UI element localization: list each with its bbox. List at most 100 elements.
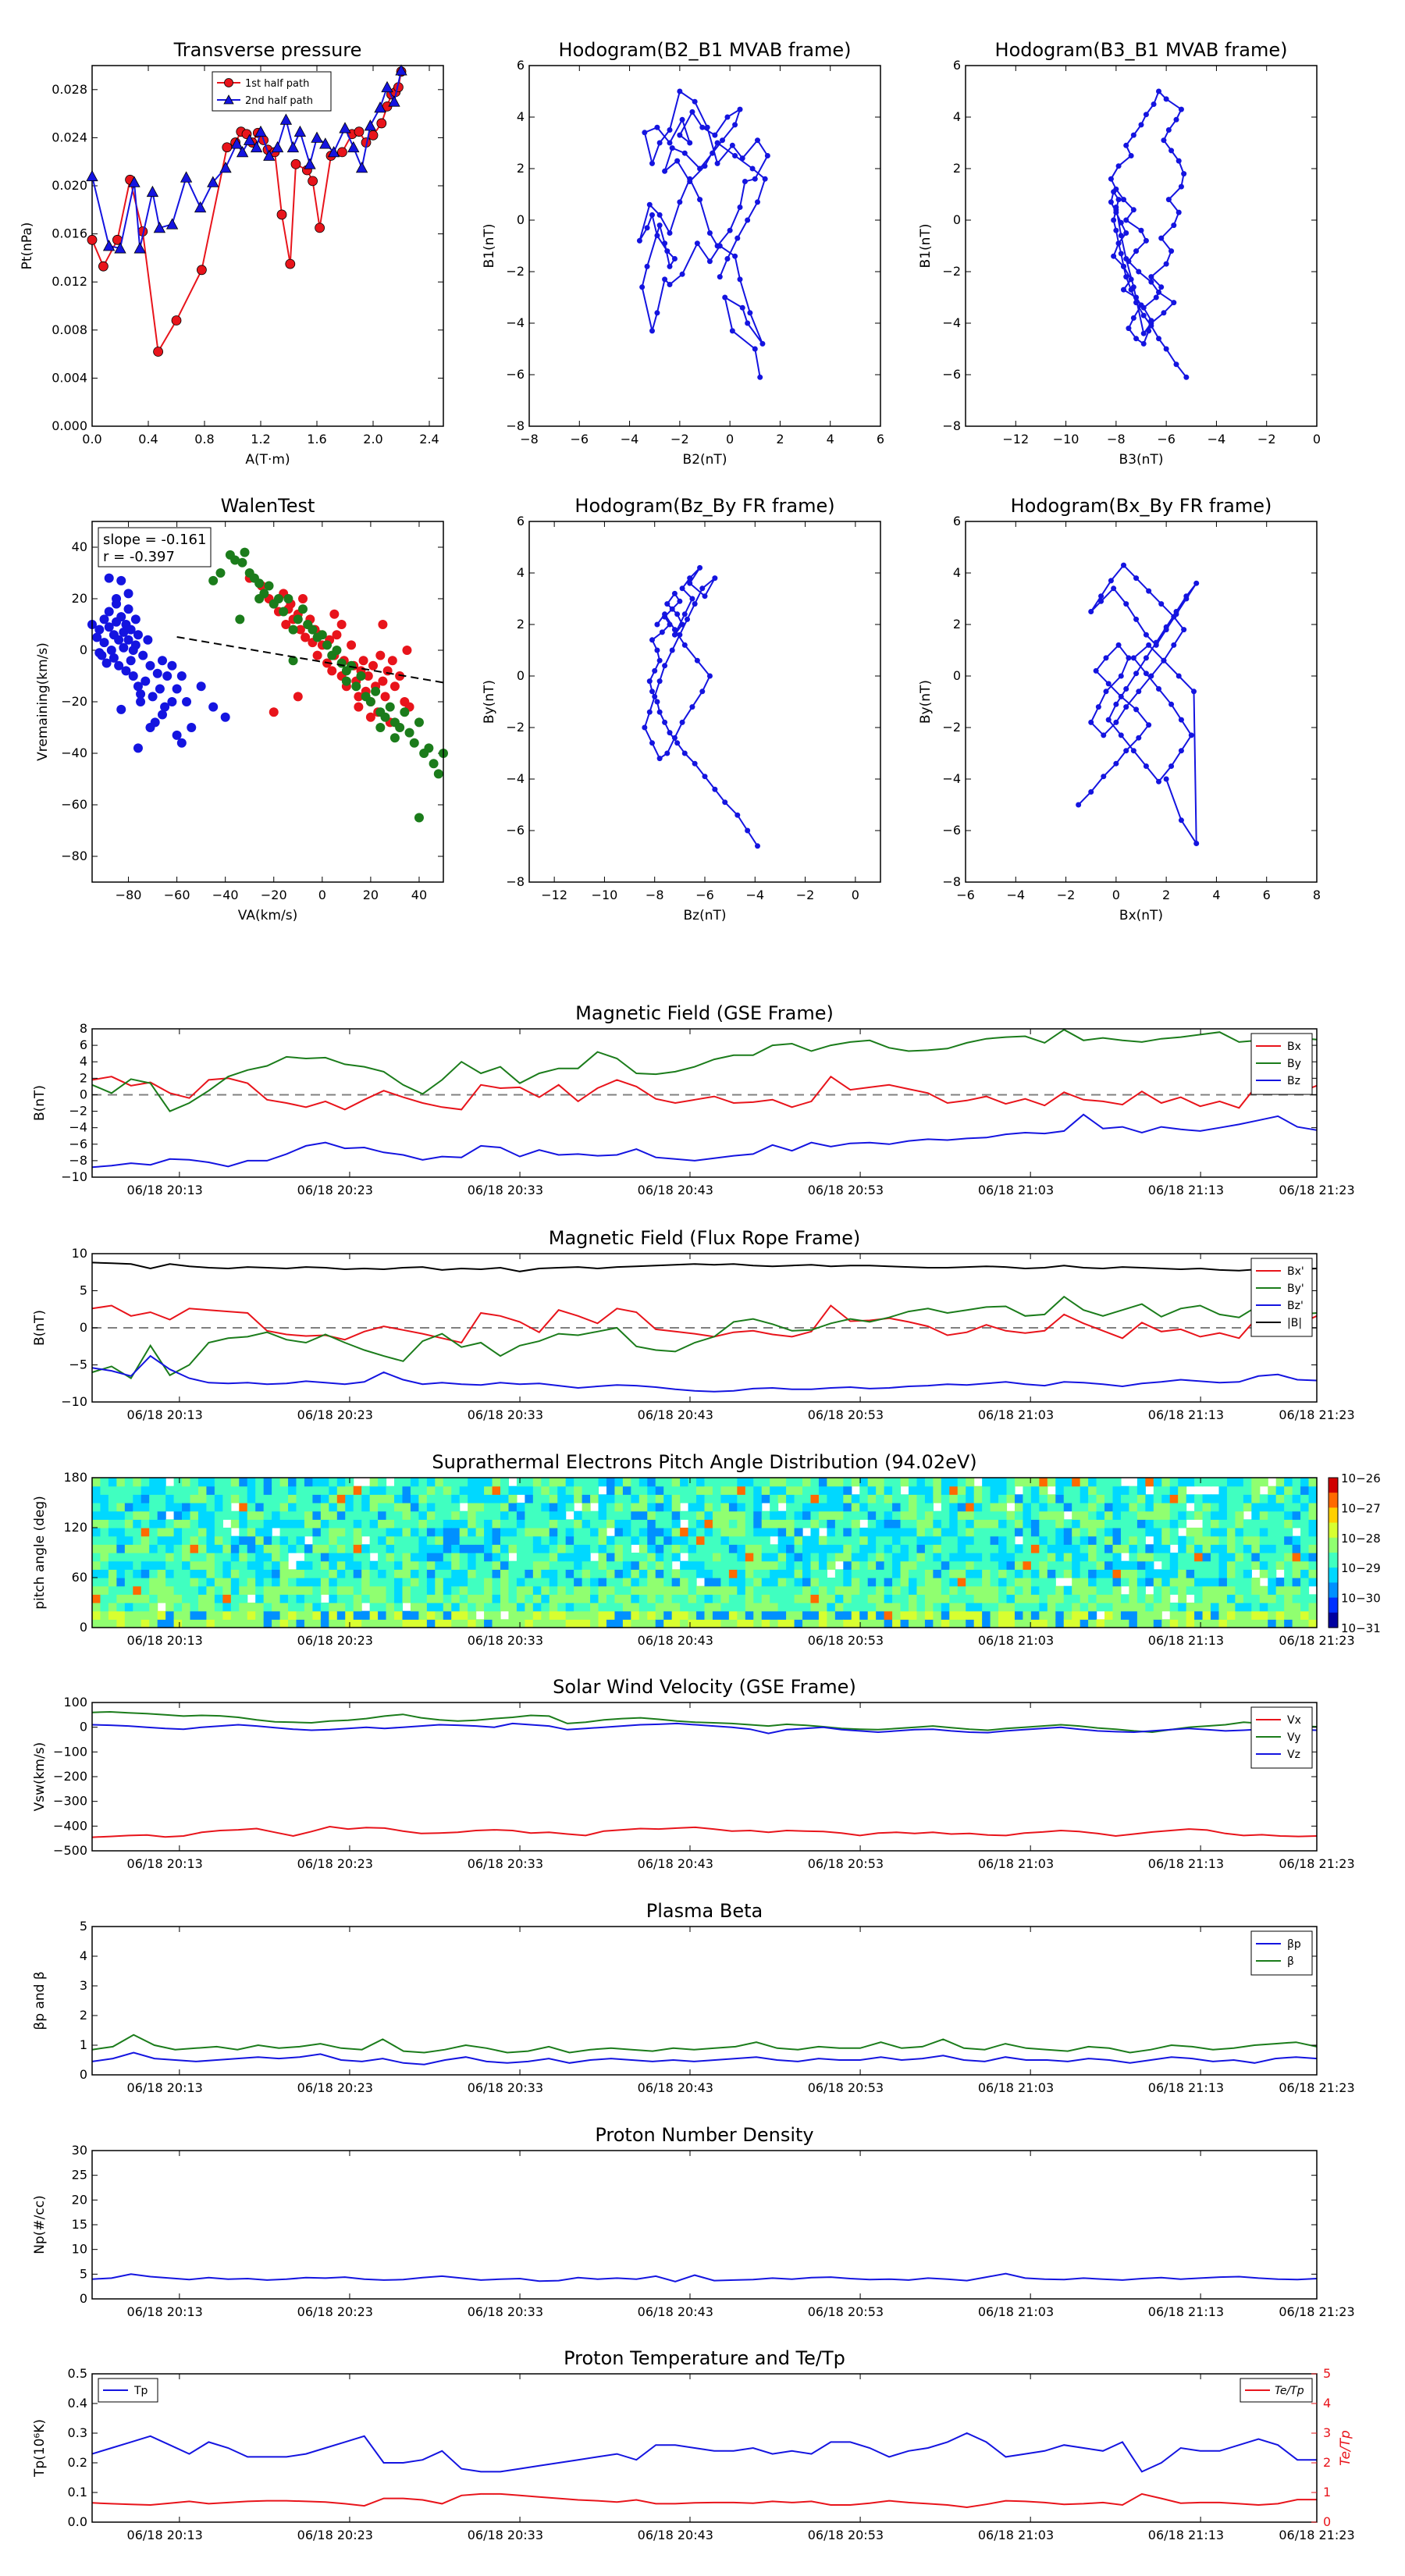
heatmap-cell [1030, 1478, 1040, 1487]
data-point [196, 265, 207, 276]
heatmap-cell [182, 1578, 191, 1587]
heatmap-cell [1218, 1510, 1228, 1520]
legend-label: Bx [1287, 1041, 1301, 1053]
heatmap-cell [574, 1535, 583, 1545]
heatmap-cell [336, 1553, 346, 1562]
heatmap-cell [1194, 1578, 1204, 1587]
x-tick-label: 06/18 20:13 [127, 1633, 203, 1648]
colorbar-segment [1329, 1593, 1338, 1599]
chart-1: Hodogram(B2_B1 MVAB frame)−8 −6 −4 −2 0 2 4 6−8… [482, 39, 884, 468]
data-point [1115, 197, 1122, 203]
heatmap-cell [443, 1528, 452, 1537]
data-point [298, 604, 308, 614]
legend-label: Vx [1287, 1714, 1301, 1727]
heatmap-cell [459, 1585, 468, 1595]
series-line [91, 1028, 1318, 1112]
heatmap-cell [108, 1528, 117, 1537]
heatmap-cell [247, 1544, 256, 1553]
heatmap-cell [998, 1569, 1008, 1578]
slope-annotation: slope = -0.161 [103, 532, 206, 548]
heatmap-cell [859, 1478, 869, 1487]
heatmap-cell [1211, 1503, 1220, 1512]
heatmap-cell [1039, 1569, 1048, 1578]
heatmap-cell [810, 1478, 820, 1487]
heatmap-cell [777, 1569, 787, 1578]
heatmap-cell [892, 1510, 902, 1520]
heatmap-cell [876, 1594, 885, 1603]
data-point [679, 116, 685, 123]
heatmap-cell [973, 1585, 983, 1595]
y-axis-label: By(nT) [918, 680, 934, 724]
heatmap-cell [671, 1519, 681, 1528]
heatmap-cell [884, 1485, 893, 1495]
heatmap-cell [197, 1485, 208, 1495]
heatmap-cell [916, 1603, 926, 1612]
heatmap-cell [728, 1594, 738, 1603]
heatmap-cell [475, 1585, 485, 1595]
heatmap-cell [508, 1544, 518, 1553]
heatmap-cell [443, 1585, 452, 1595]
heatmap-cell [206, 1569, 215, 1578]
heatmap-cell [777, 1485, 787, 1495]
y-tick-label: 2 [80, 1070, 87, 1085]
heatmap-cell [279, 1510, 289, 1520]
heatmap-cell [851, 1528, 860, 1537]
data-point [347, 640, 357, 650]
colorbar-segment [1329, 1612, 1338, 1617]
heatmap-cell [549, 1510, 558, 1520]
heatmap-cell [1226, 1585, 1236, 1595]
x-tick-label: 06/18 20:43 [638, 1633, 713, 1648]
heatmap-cell [516, 1503, 525, 1512]
heatmap-cell [998, 1478, 1008, 1487]
heatmap-cell [663, 1510, 673, 1520]
heatmap-cell [426, 1578, 436, 1587]
y-tick-label: −60 [61, 797, 87, 812]
heatmap-cell [116, 1478, 126, 1487]
heatmap-cell [859, 1603, 869, 1612]
heatmap-cell [239, 1594, 248, 1603]
heatmap-cell [810, 1510, 820, 1520]
data-point [1136, 688, 1142, 695]
heatmap-cell [982, 1544, 991, 1553]
heatmap-cell [843, 1553, 852, 1562]
heatmap-cell [924, 1535, 934, 1545]
heatmap-cell [1300, 1610, 1310, 1620]
heatmap-cell [834, 1553, 844, 1562]
heatmap-cell [900, 1519, 909, 1528]
heatmap-cell [753, 1510, 763, 1520]
heatmap-cell [622, 1553, 631, 1562]
heatmap-cell [1275, 1610, 1285, 1620]
heatmap-cell [1055, 1585, 1065, 1595]
heatmap-cell [827, 1610, 836, 1620]
heatmap-cell [557, 1503, 567, 1512]
x-tick-label: −6 [1157, 432, 1176, 447]
heatmap-cell [329, 1553, 338, 1562]
heatmap-cell [827, 1619, 836, 1628]
heatmap-cell [418, 1478, 428, 1487]
heatmap-cell [786, 1535, 795, 1545]
heatmap-cell [859, 1494, 869, 1503]
x-tick-label: 06/18 20:23 [297, 2080, 373, 2095]
heatmap-cell [565, 1578, 574, 1587]
heatmap-cell [214, 1510, 223, 1520]
y-axis-label: B(nT) [32, 1310, 48, 1346]
y-tick-label: −2 [506, 264, 525, 279]
heatmap-cell [1080, 1578, 1089, 1587]
heatmap-cell [728, 1610, 738, 1620]
heatmap-cell [353, 1519, 362, 1528]
heatmap-cell [304, 1585, 314, 1595]
heatmap-cell [1072, 1569, 1081, 1578]
y-axis-label: Np(#/cc) [32, 2195, 48, 2254]
heatmap-cell [655, 1560, 664, 1570]
heatmap-cell [810, 1494, 820, 1503]
heatmap-cell [933, 1585, 942, 1595]
heatmap-cell [182, 1519, 191, 1528]
heatmap-cell [541, 1560, 550, 1570]
heatmap-cell [1014, 1560, 1024, 1570]
data-point [1173, 609, 1179, 614]
heatmap-cell [1023, 1528, 1032, 1537]
colorbar-segment [1329, 1545, 1338, 1550]
heatmap-cell [761, 1528, 770, 1537]
heatmap-cell [582, 1494, 591, 1503]
y-tick-label: 5 [80, 1919, 87, 1934]
